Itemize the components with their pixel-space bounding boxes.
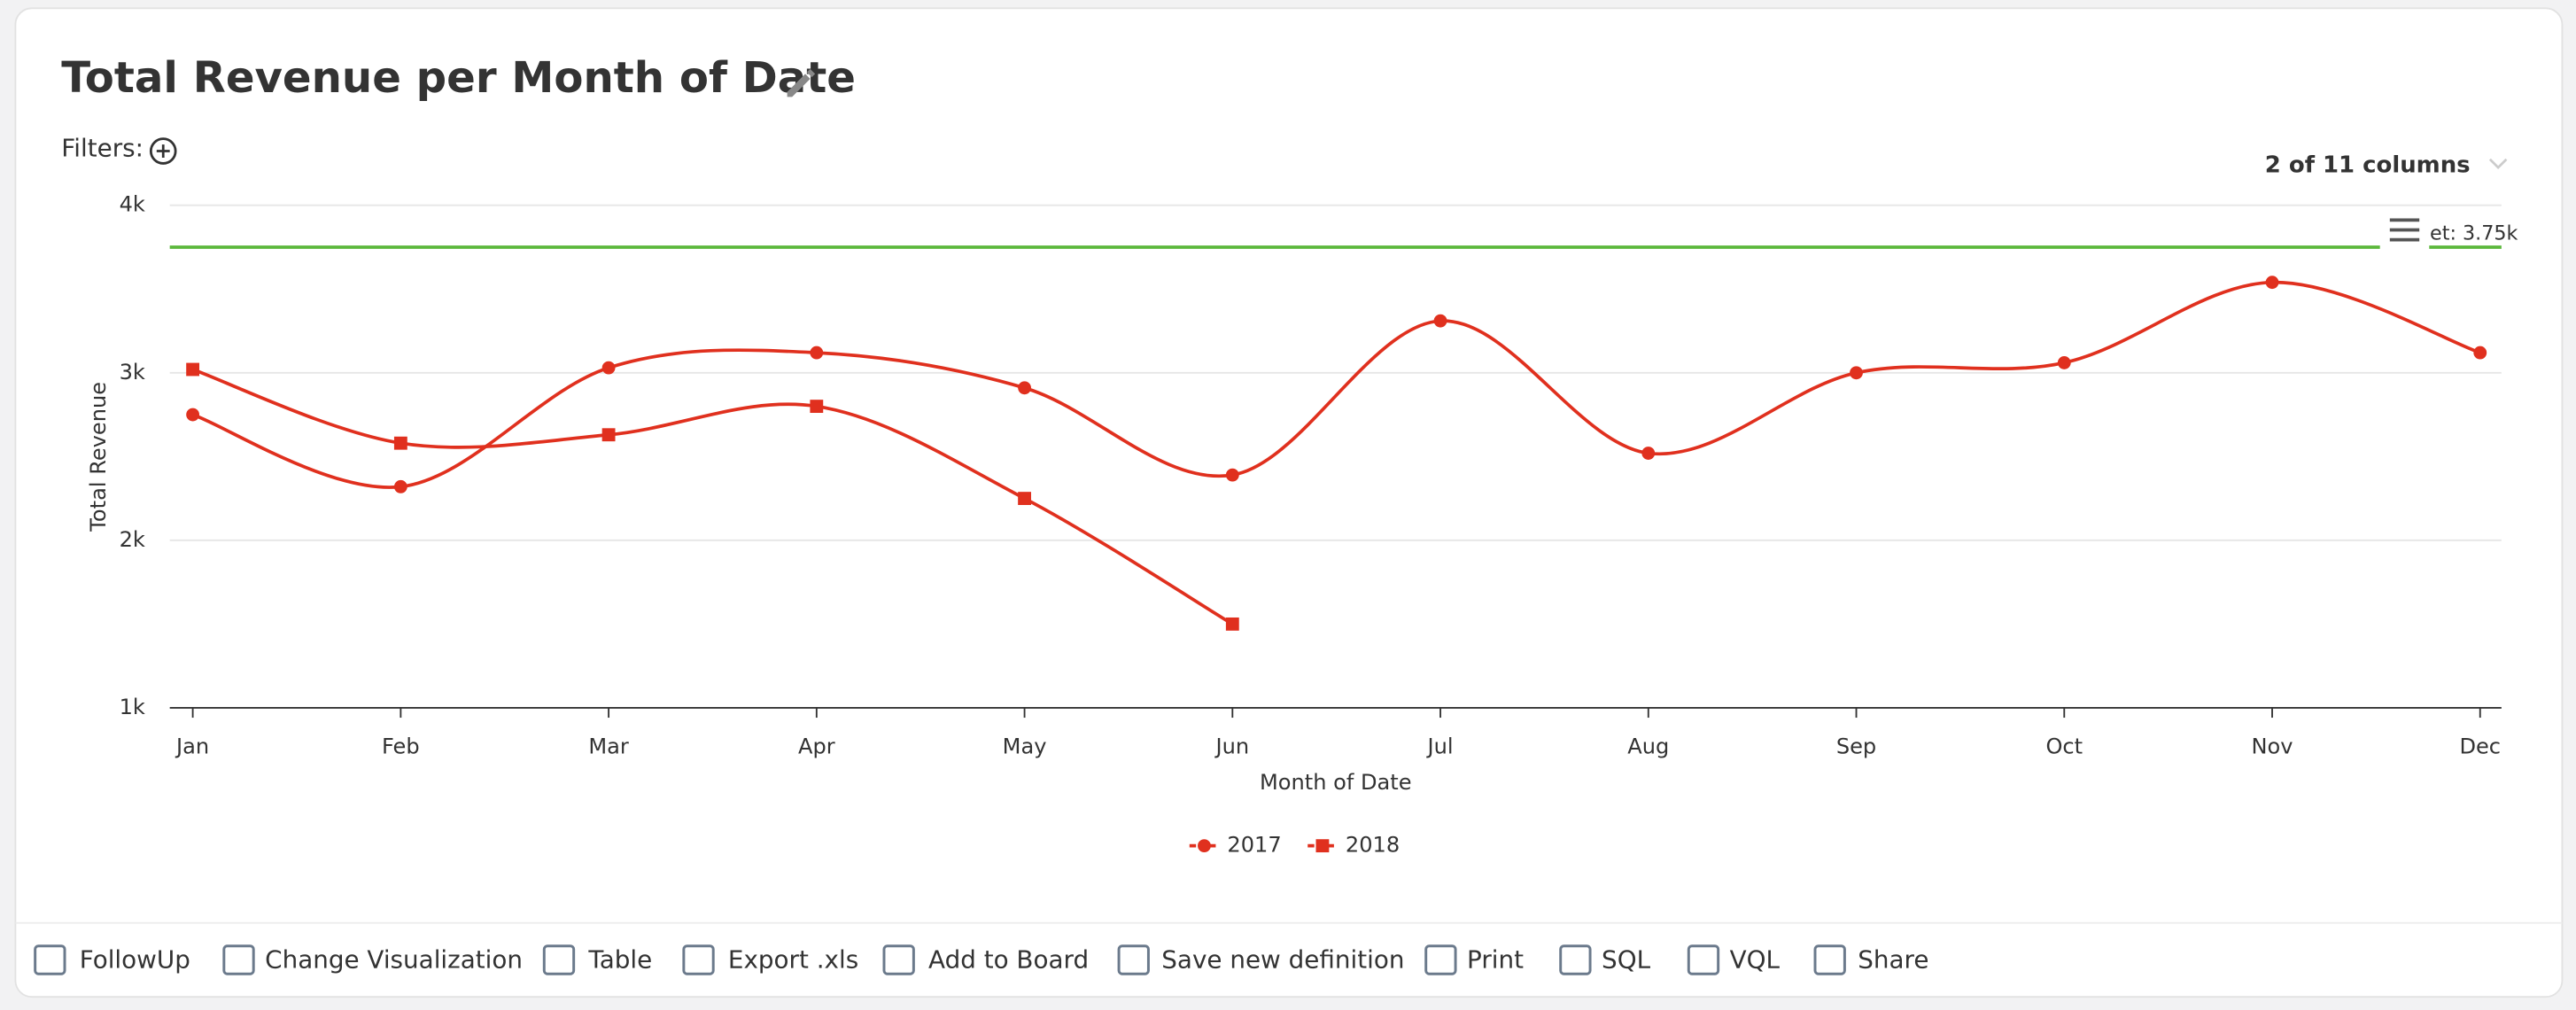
toolbar-button[interactable]: Save new definition — [1117, 944, 1404, 975]
toolbar-icon — [1559, 944, 1592, 975]
data-point — [1433, 314, 1447, 328]
series-line — [192, 280, 2481, 489]
toolbar-button[interactable]: FollowUp — [34, 944, 190, 975]
y-tick-label: 1k — [120, 695, 145, 719]
toolbar-label: Print — [1467, 944, 1524, 974]
x-tick-label: Sep — [1836, 734, 1876, 758]
x-tick-label: May — [1003, 734, 1047, 758]
toolbar-icon — [34, 944, 66, 975]
toolbar-icon — [882, 944, 915, 975]
filters-label: Filters: — [61, 134, 144, 163]
x-tick-label: Feb — [382, 734, 420, 758]
data-point — [186, 362, 200, 377]
x-tick-label: Mar — [588, 734, 629, 758]
data-point — [393, 479, 407, 493]
data-point — [1850, 366, 1863, 380]
add-filter[interactable] — [149, 137, 177, 165]
toolbar-icon — [682, 944, 715, 975]
x-axis-label: Month of Date — [1260, 770, 1412, 795]
data-point — [1225, 468, 1239, 482]
columns-selector[interactable]: 2 of 11 columns — [2265, 152, 2471, 179]
data-point — [601, 428, 616, 442]
y-tick-label: 4k — [120, 192, 145, 217]
toolbar-icon — [222, 944, 255, 975]
x-tick-label: Apr — [798, 734, 835, 758]
toolbar-label: Table — [587, 944, 652, 974]
toolbar-label: FollowUp — [80, 944, 190, 974]
title: Total Revenue per Month of Date — [61, 53, 856, 103]
toolbar-button[interactable]: Export .xls — [682, 944, 858, 975]
toolbar-icon — [1424, 944, 1457, 975]
toolbar-label: Add to Board — [928, 944, 1089, 974]
legend-label: 2018 — [1346, 833, 1400, 858]
legend-label: 2017 — [1227, 833, 1281, 858]
data-point — [1225, 617, 1239, 631]
toolbar-label: VQL — [1730, 944, 1781, 974]
x-tick-label: Nov — [2252, 734, 2293, 758]
toolbar-button[interactable]: Add to Board — [882, 944, 1089, 975]
toolbar-button[interactable]: SQL — [1559, 944, 1651, 975]
series-line — [191, 368, 1234, 625]
data-point — [1641, 447, 1656, 460]
data-point — [186, 408, 200, 422]
data-point — [2057, 356, 2071, 369]
data-point — [810, 346, 824, 360]
toolbar-label: Share — [1858, 944, 1928, 974]
data-point — [2265, 276, 2279, 290]
x-tick-label: Jul — [1426, 734, 1454, 758]
toolbar-button[interactable]: VQL — [1687, 944, 1781, 975]
toolbar-icon — [1813, 944, 1846, 975]
columns-chevron[interactable] — [2488, 158, 2508, 170]
x-tick-label: Dec — [2459, 734, 2501, 758]
data-point — [2473, 346, 2487, 360]
toolbar-label: SQL — [1602, 944, 1651, 974]
x-tick-label: Jun — [1214, 734, 1250, 758]
toolbar-icon — [542, 944, 576, 975]
toolbar-button[interactable]: Share — [1813, 944, 1928, 975]
legend-swatch-marker — [1315, 839, 1330, 853]
x-tick-label: Oct — [2045, 734, 2083, 758]
y-tick-label: 3k — [120, 360, 145, 385]
toolbar-button[interactable]: Table — [542, 944, 652, 975]
y-tick-label: 2k — [120, 527, 145, 552]
legend-swatch-marker — [1198, 839, 1211, 853]
data-point — [1018, 381, 1031, 395]
toolbar-icon — [1687, 944, 1720, 975]
toolbar-button[interactable]: Print — [1424, 944, 1524, 975]
data-point — [601, 361, 616, 375]
toolbar-icon — [1117, 944, 1150, 975]
data-point — [393, 436, 407, 450]
toolbar-label: Save new definition — [1161, 944, 1404, 974]
toolbar-label: Change Visualization — [265, 944, 523, 974]
data-point — [810, 400, 824, 414]
y-axis-label: Total Revenue — [86, 382, 111, 532]
x-tick-label: Aug — [1627, 734, 1669, 758]
toolbar-label: Export .xls — [728, 944, 858, 974]
edit-icon[interactable] — [787, 68, 816, 97]
data-point — [1018, 492, 1031, 505]
toolbar-button[interactable]: Change Visualization — [222, 944, 523, 975]
x-tick-label: Jan — [175, 734, 209, 758]
card — [14, 7, 2564, 998]
